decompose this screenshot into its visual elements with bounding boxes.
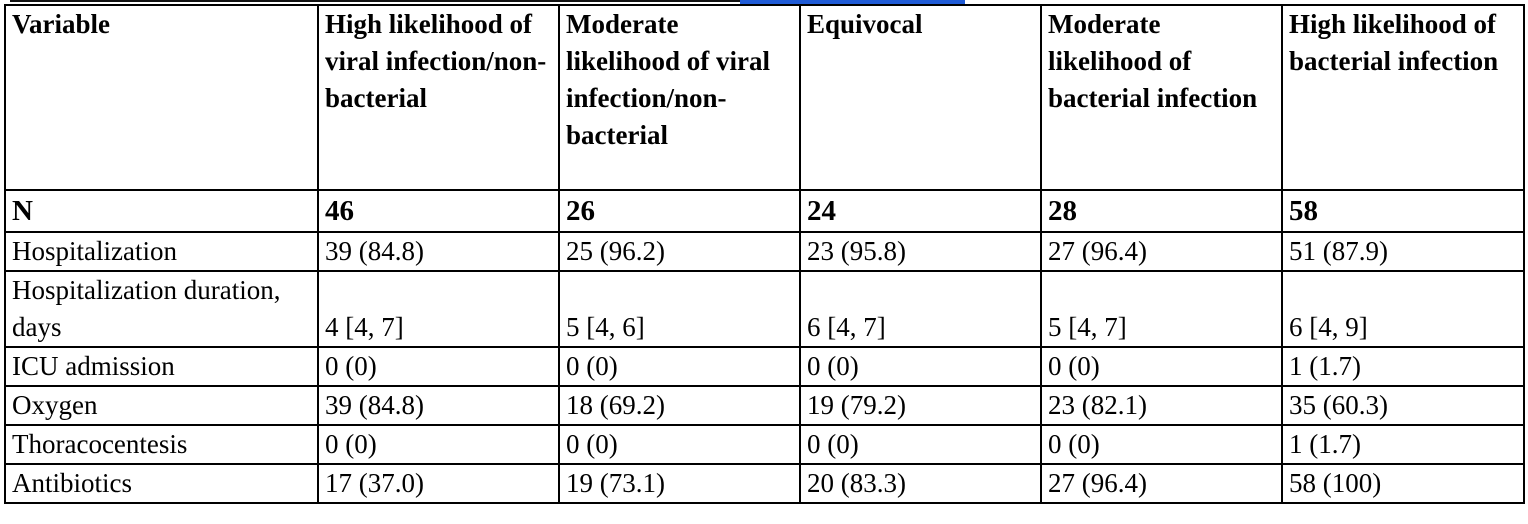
table-cell: 19 (73.1) <box>558 463 801 504</box>
row-label: Antibiotics <box>4 463 319 504</box>
row-label: Thoracocentesis <box>4 424 319 465</box>
table-cell: 58 <box>1281 189 1525 233</box>
table-cell: 19 (79.2) <box>799 385 1042 426</box>
table-cell: 0 (0) <box>799 346 1042 387</box>
table-cell: 24 <box>799 189 1042 233</box>
outcomes-table: Variable High likelihood of viral infect… <box>4 4 1525 504</box>
table-row: Hospitalization 39 (84.8) 25 (96.2) 23 (… <box>4 231 1525 272</box>
row-label: Oxygen <box>4 385 319 426</box>
table-cell: 4 [4, 7] <box>317 270 560 348</box>
header-variable: Variable <box>4 4 319 191</box>
table-cell: 1 (1.7) <box>1281 346 1525 387</box>
table-cell: 23 (82.1) <box>1040 385 1283 426</box>
header-moderate-viral: Moderate likelihood of viral infection/n… <box>558 4 801 191</box>
table-cell: 0 (0) <box>1040 346 1283 387</box>
cropped-caption-text <box>10 0 745 2</box>
table-cell: 28 <box>1040 189 1283 233</box>
table-cell: 35 (60.3) <box>1281 385 1525 426</box>
table-cell: 1 (1.7) <box>1281 424 1525 465</box>
table-row: Antibiotics 17 (37.0) 19 (73.1) 20 (83.3… <box>4 463 1525 504</box>
table-cell: 6 [4, 9] <box>1281 270 1525 348</box>
table-cell: 0 (0) <box>799 424 1042 465</box>
row-label: ICU admission <box>4 346 319 387</box>
row-label: Hospitalization <box>4 231 319 272</box>
table-cell: 25 (96.2) <box>558 231 801 272</box>
table-cell: 0 (0) <box>317 424 560 465</box>
row-label: Hospitalization duration, days <box>4 270 319 348</box>
table-row: Oxygen 39 (84.8) 18 (69.2) 19 (79.2) 23 … <box>4 385 1525 426</box>
table-cell: 6 [4, 7] <box>799 270 1042 348</box>
table-cell: 0 (0) <box>558 346 801 387</box>
table-cell: 58 (100) <box>1281 463 1525 504</box>
table-cell: 18 (69.2) <box>558 385 801 426</box>
table-cell: 23 (95.8) <box>799 231 1042 272</box>
table-cell: 46 <box>317 189 560 233</box>
cropped-caption-link[interactable] <box>740 0 965 5</box>
header-high-viral: High likelihood of viral infection/non-b… <box>317 4 560 191</box>
header-high-bacterial: High likelihood of bacterial infection <box>1281 4 1525 191</box>
table-row-n: N 46 26 24 28 58 <box>4 189 1525 233</box>
header-moderate-bacterial: Moderate likelihood of bacterial infecti… <box>1040 4 1283 191</box>
table-cell: 27 (96.4) <box>1040 231 1283 272</box>
table-row: Hospitalization duration, days 4 [4, 7] … <box>4 270 1525 348</box>
table-cell: 5 [4, 7] <box>1040 270 1283 348</box>
table-cell: 0 (0) <box>558 424 801 465</box>
table-cell: 39 (84.8) <box>317 385 560 426</box>
row-label: N <box>4 189 319 233</box>
table-row: Thoracocentesis 0 (0) 0 (0) 0 (0) 0 (0) … <box>4 424 1525 465</box>
table-cell: 51 (87.9) <box>1281 231 1525 272</box>
table-cell: 5 [4, 6] <box>558 270 801 348</box>
table-cell: 26 <box>558 189 801 233</box>
table-row: ICU admission 0 (0) 0 (0) 0 (0) 0 (0) 1 … <box>4 346 1525 387</box>
table-cell: 39 (84.8) <box>317 231 560 272</box>
table-cell: 20 (83.3) <box>799 463 1042 504</box>
table-cell: 0 (0) <box>1040 424 1283 465</box>
header-equivocal: Equivocal <box>799 4 1042 191</box>
cropped-caption-line <box>0 0 1528 5</box>
table-cell: 17 (37.0) <box>317 463 560 504</box>
table-cell: 27 (96.4) <box>1040 463 1283 504</box>
table-cell: 0 (0) <box>317 346 560 387</box>
header-row: Variable High likelihood of viral infect… <box>4 4 1525 191</box>
